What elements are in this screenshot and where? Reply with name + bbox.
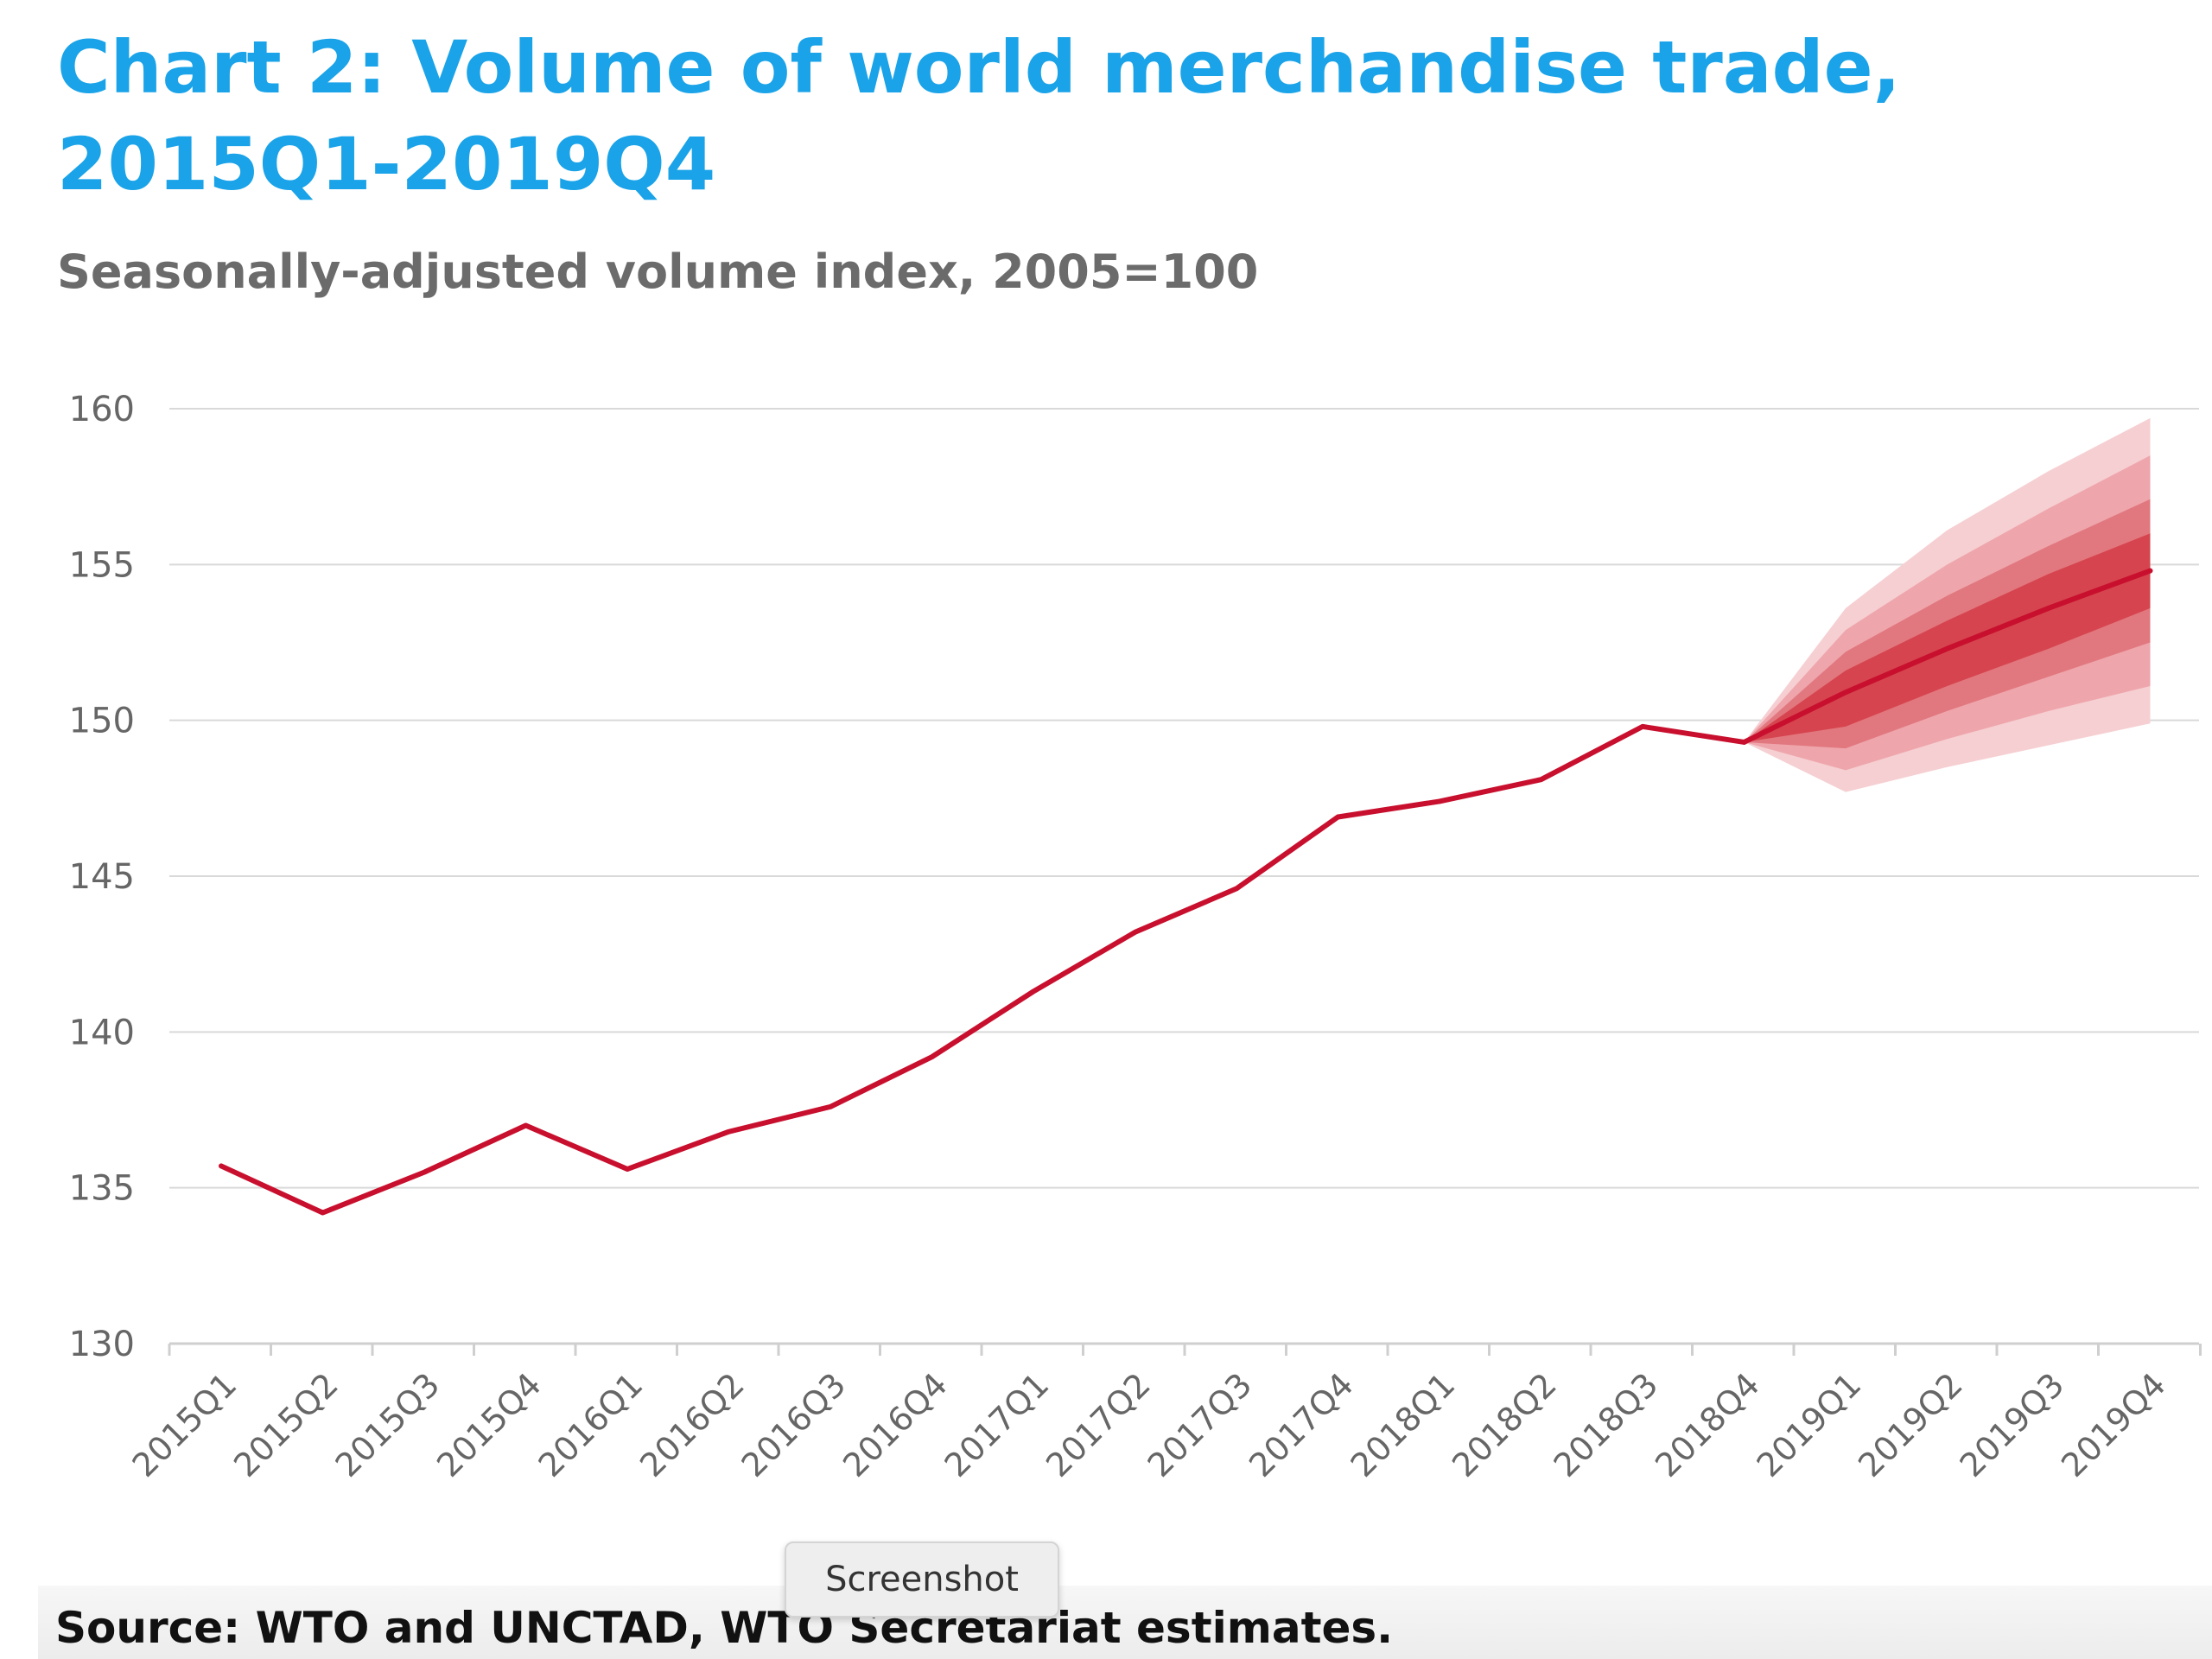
series-line (219, 723, 1747, 1216)
x-tick-label: 2019Q3 (1953, 1365, 2072, 1484)
series-lines (219, 568, 2153, 1216)
chart-title-line-1: Chart 2: Volume of world merchandise tra… (57, 25, 1901, 110)
gridlines (169, 408, 2199, 1345)
x-tick-label: 2018Q2 (1445, 1365, 1564, 1484)
y-tick-label: 130 (69, 1325, 135, 1364)
x-tick-label: 2015Q2 (226, 1365, 346, 1484)
y-tick-label: 135 (69, 1169, 135, 1209)
y-tick-label: 145 (69, 857, 135, 897)
x-tick-label: 2019Q2 (1851, 1365, 1970, 1484)
footer-bar (38, 1586, 2212, 1659)
chart-subtitle: Seasonally-adjusted volume index, 2005=1… (57, 245, 1259, 299)
y-tick-label: 160 (69, 390, 135, 429)
x-tick-label: 2015Q4 (429, 1365, 549, 1484)
chart-title: Chart 2: Volume of world merchandise tra… (57, 19, 2044, 213)
x-tick-label: 2017Q2 (1039, 1365, 1158, 1484)
x-tick-label: 2015Q3 (328, 1365, 448, 1484)
x-tick-label: 2016Q3 (734, 1365, 854, 1484)
screenshot-tooltip: Screenshot (785, 1541, 1059, 1618)
line-chart: 160 155 150 145 140 135 130 2015Q12015Q22015Q3… (69, 390, 2202, 1484)
x-tick-label: 2018Q1 (1344, 1365, 1463, 1484)
x-tick-label: 2017Q1 (938, 1365, 1057, 1484)
x-tick-label: 2018Q3 (1547, 1365, 1666, 1484)
x-tick-label: 2018Q4 (1648, 1365, 1767, 1484)
y-tick-label: 150 (69, 702, 135, 741)
x-tick-label: 2016Q4 (836, 1365, 955, 1484)
y-axis-ticks: 160 155 150 145 140 135 130 (69, 390, 135, 1364)
x-tick-label: 2016Q1 (531, 1365, 651, 1484)
chart-title-line-2: 2015Q1-2019Q4 (57, 122, 716, 207)
y-tick-label: 140 (69, 1013, 135, 1052)
x-tick-label: 2015Q1 (125, 1365, 245, 1484)
x-axis: 2015Q12015Q22015Q32015Q42016Q12016Q22016… (125, 1344, 2202, 1484)
x-tick-label: 2016Q2 (632, 1365, 752, 1484)
x-tick-label: 2017Q3 (1141, 1365, 1260, 1484)
forecast-fan (1744, 417, 2151, 792)
y-tick-label: 155 (69, 545, 135, 585)
x-tick-label: 2017Q4 (1242, 1365, 1361, 1484)
x-tick-label: 2019Q1 (1750, 1365, 1869, 1484)
x-tick-label: 2019Q4 (2054, 1365, 2173, 1484)
source-note: Source: WTO and UNCTAD, WTO Secretariat … (55, 1603, 1394, 1653)
series-line (1741, 568, 2153, 745)
